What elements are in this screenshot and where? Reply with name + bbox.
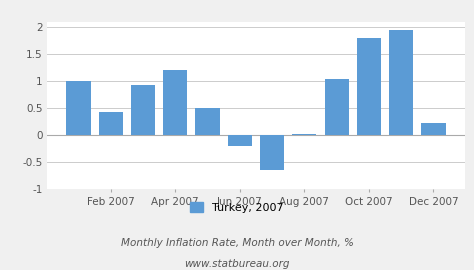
- Bar: [66, 81, 91, 135]
- Bar: [260, 135, 284, 170]
- Bar: [357, 38, 381, 135]
- Bar: [99, 112, 123, 135]
- Bar: [228, 135, 252, 146]
- Bar: [389, 30, 413, 135]
- Text: www.statbureau.org: www.statbureau.org: [184, 259, 290, 269]
- Bar: [131, 85, 155, 135]
- Bar: [292, 134, 317, 135]
- Legend: Turkey, 2007: Turkey, 2007: [186, 198, 288, 217]
- Text: Monthly Inflation Rate, Month over Month, %: Monthly Inflation Rate, Month over Month…: [120, 238, 354, 248]
- Bar: [421, 123, 446, 135]
- Bar: [163, 70, 187, 135]
- Bar: [325, 79, 349, 135]
- Bar: [195, 108, 219, 135]
